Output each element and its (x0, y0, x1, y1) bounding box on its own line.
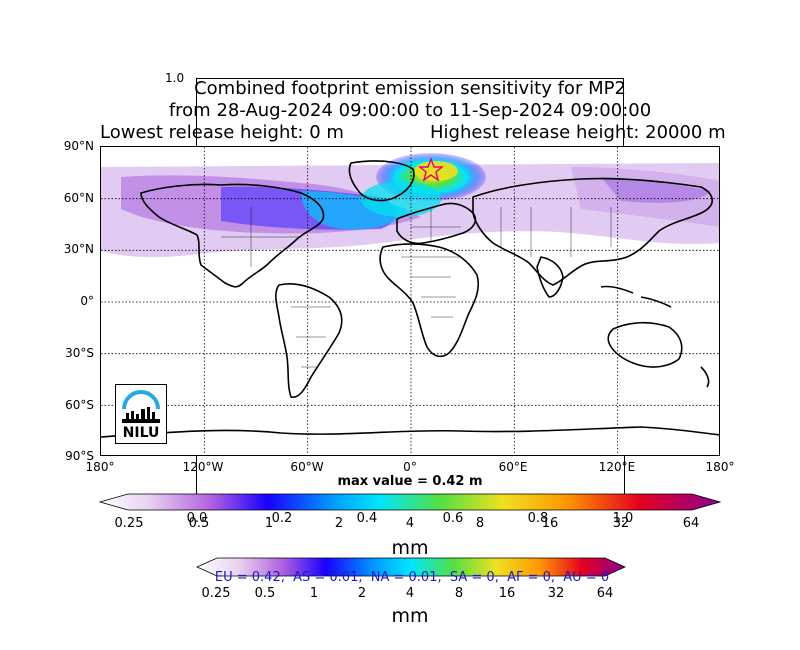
title-line-3-right: Highest release height: 20000 m (430, 122, 726, 143)
lat-label-0: 0° (80, 294, 94, 308)
map-panel (100, 146, 720, 456)
colorbar-top (98, 493, 722, 511)
max-value-label: max value = 0.42 m (337, 474, 483, 489)
axes-frame-left (196, 456, 197, 494)
lat-label-90n: 90°N (63, 139, 94, 153)
cb-bottom-tick-2: 1 (309, 586, 319, 601)
cb-top-tick-8: 64 (682, 516, 700, 531)
cb-frac-tick-2: 0.4 (356, 511, 378, 526)
cb-top-tick-3: 2 (334, 516, 344, 531)
cb-top-tick-7: 32 (612, 516, 630, 531)
lon-label-120e: 120°E (598, 460, 636, 474)
cb-bottom-unit: mm (391, 605, 429, 627)
title-line-2: from 28-Aug-2024 09:00:00 to 11-Sep-2024… (168, 100, 652, 121)
title-line-3-left: Lowest release height: 0 m (100, 122, 344, 143)
cb-top-tick-2: 1 (264, 516, 274, 531)
country-borders (221, 207, 612, 368)
cb-top-unit: mm (391, 537, 429, 559)
cb-bottom-tick-1: 0.5 (254, 586, 276, 601)
lat-label-60s: 60°S (65, 398, 94, 412)
nilu-logo-text: NILU (122, 425, 160, 441)
colorbar-bottom (196, 557, 626, 577)
cb-top-tick-1: 0.5 (188, 516, 210, 531)
world-map (101, 147, 719, 455)
lat-label-30n: 30°N (63, 242, 94, 256)
cb-bottom-tick-7: 32 (547, 586, 565, 601)
lat-label-90s: 90°S (65, 449, 94, 463)
cb-bottom-tick-4: 4 (405, 586, 415, 601)
lon-label-180e: 180° (705, 460, 735, 474)
region-summary: EU = 0.42, AS = 0.01, NA = 0.01, SA = 0,… (214, 570, 610, 585)
cb-top-tick-4: 4 (405, 516, 415, 531)
cb-frac-tick-0: 0.0 (186, 511, 208, 526)
cb-top-tick-6: 16 (541, 516, 559, 531)
cb-frac-tick-3: 0.6 (442, 511, 464, 526)
nilu-logo-icon (122, 390, 160, 423)
lon-label-120w: 120°W (182, 460, 224, 474)
graticule (101, 147, 719, 455)
cb-frac-tick-1: 0.2 (271, 511, 293, 526)
cb-bottom-tick-5: 8 (454, 586, 464, 601)
cb-bottom-tick-8: 64 (596, 586, 614, 601)
lon-label-60w: 60°W (290, 460, 324, 474)
release-star-marker (418, 157, 444, 182)
lon-label-180w: 180° (85, 460, 115, 474)
cb-bottom-tick-6: 16 (498, 586, 516, 601)
cb-bottom-tick-3: 2 (357, 586, 367, 601)
cb-top-tick-5: 8 (475, 516, 485, 531)
lon-label-0: 0° (403, 460, 417, 474)
cb-frac-tick-5: 1.0 (612, 511, 634, 526)
axes-frame-right (624, 456, 625, 494)
corner-label: 1.0 (165, 71, 185, 85)
cb-bottom-tick-0: 0.25 (201, 586, 231, 601)
lat-label-60n: 60°N (63, 191, 94, 205)
cb-top-tick-0: 0.25 (114, 516, 144, 531)
nilu-logo: NILU (115, 384, 167, 444)
cb-frac-tick-4: 0.8 (527, 511, 549, 526)
title-line-1: Combined footprint emission sensitivity … (194, 78, 626, 99)
lat-label-30s: 30°S (65, 346, 94, 360)
sensitivity-field (101, 153, 719, 258)
lon-label-60e: 60°E (498, 460, 528, 474)
title-frame (196, 78, 624, 146)
coastlines (101, 160, 719, 438)
